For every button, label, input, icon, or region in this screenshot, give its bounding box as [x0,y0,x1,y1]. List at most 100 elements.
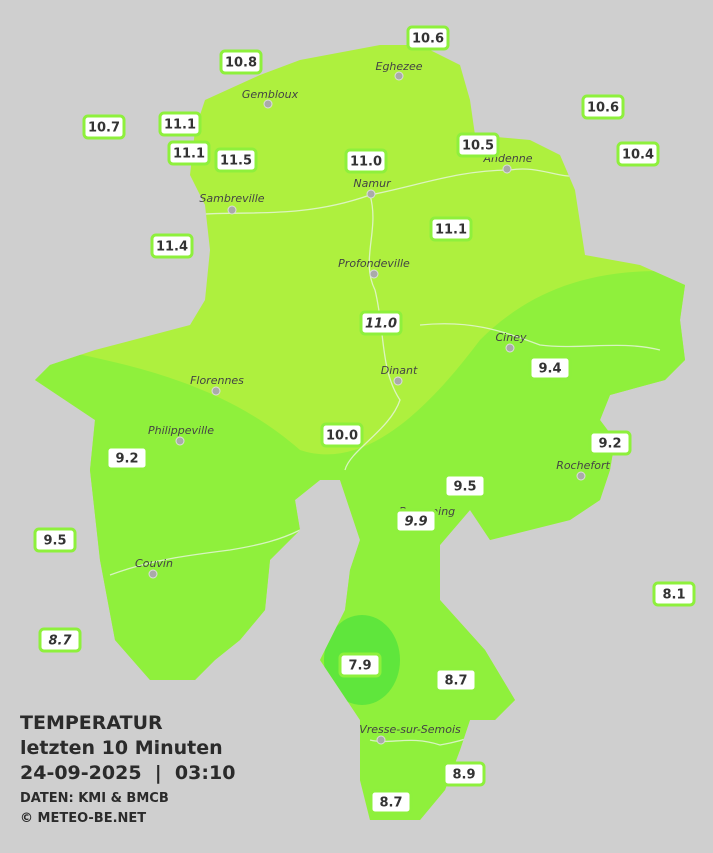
city-label: Rochefort [556,459,610,472]
station: 9.5 [443,473,487,499]
station: 10.0 [320,422,364,448]
station: 9.2 [105,445,149,471]
station-box [82,114,126,140]
city-label: Couvin [135,557,173,570]
station-box [359,310,403,336]
station-box [219,49,263,75]
city-dot [369,269,379,279]
station: 10.6 [581,94,625,120]
station: 10.8 [219,49,263,75]
station-box [158,111,202,137]
city-dot [376,735,386,745]
station: 11.1 [429,216,473,242]
city-dot [393,376,403,386]
station-box [369,789,413,815]
station-box [528,355,572,381]
station-temp: 10.8 [225,56,257,71]
station-temp: 11.5 [220,154,252,169]
station-temp: 9.5 [43,534,66,549]
station-box [167,140,211,166]
station-box [588,430,632,456]
station-temp: 8.1 [662,588,685,603]
station-temp: 9.2 [115,452,138,467]
station-box [456,132,500,158]
station-box [434,667,478,693]
station-temp: 8.7 [379,796,402,811]
station-temp: 11.0 [350,155,382,170]
city-label: Ciney [496,331,527,344]
station-box [150,233,194,259]
city-label: Vresse-sur-Semois [359,723,461,736]
city-label: Profondeville [338,257,410,270]
station-temp: 10.5 [462,139,494,154]
station: 7.9 [338,652,382,678]
station: 8.7 [38,627,82,653]
station-temp: 11.4 [156,240,188,255]
station-box [105,445,149,471]
city-dot [211,386,221,396]
station-temp: 10.0 [326,429,358,444]
station-box [616,141,660,167]
station-box [320,422,364,448]
station: 10.5 [456,132,500,158]
city-dot [502,164,512,174]
station-temp: 10.6 [412,32,444,47]
city-label: Sambreville [199,192,264,205]
city-dot [366,189,376,199]
city-label: Gembloux [242,88,299,101]
station-box [406,25,450,51]
city-label: Dinant [381,364,418,377]
station-temp: 11.1 [164,118,196,133]
station-temp: 9.5 [453,480,476,495]
station-box [338,652,382,678]
station: 9.4 [528,355,572,381]
station: 10.7 [82,114,126,140]
station-temp: 11.1 [435,223,467,238]
station-temp: 11.0 [365,317,397,332]
station: 9.9 [394,508,438,534]
city-dot [505,343,515,353]
station-temp: 11.1 [173,147,205,162]
station-temp: 9.9 [404,515,427,530]
station: 8.7 [369,789,413,815]
city-dot [263,99,273,109]
station-temp: 10.4 [622,148,654,163]
station: 9.2 [588,430,632,456]
city-label: Eghezee [376,60,423,73]
station: 11.0 [359,310,403,336]
station: 8.9 [442,761,486,787]
station: 8.7 [434,667,478,693]
city-label: Florennes [190,374,244,387]
station: 11.4 [150,233,194,259]
station-temp: 8.7 [48,634,72,649]
cities: EghezeeGemblouxAndenneNamurSambrevillePr… [135,60,610,745]
station-box [344,148,388,174]
station-temp: 8.7 [444,674,467,689]
station: 10.4 [616,141,660,167]
city-dot [175,436,185,446]
station-box [214,147,258,173]
timestamp: 24-09-2025 | 03:10 [20,762,236,784]
city-label: Namur [353,177,392,190]
stations: 10.6 10.8 10.6 10.7 11.1 11.1 11.5 11.0 10.5 10.4… [33,25,696,815]
station: 11.1 [158,111,202,137]
station-box [38,627,82,653]
city-dot [394,71,404,81]
station-temp: 10.7 [88,121,120,136]
station-box [33,527,77,553]
station: 9.5 [33,527,77,553]
station-box [429,216,473,242]
map-subtitle: letzten 10 Minuten [20,737,223,759]
station-box [443,473,487,499]
station-box [581,94,625,120]
city-dot [148,569,158,579]
station: 11.1 [167,140,211,166]
station: 11.0 [344,148,388,174]
station: 11.5 [214,147,258,173]
station-temp: 7.9 [348,659,371,674]
station: 8.1 [652,581,696,607]
station-temp: 8.9 [452,768,475,783]
station-temp: 9.2 [598,437,621,452]
